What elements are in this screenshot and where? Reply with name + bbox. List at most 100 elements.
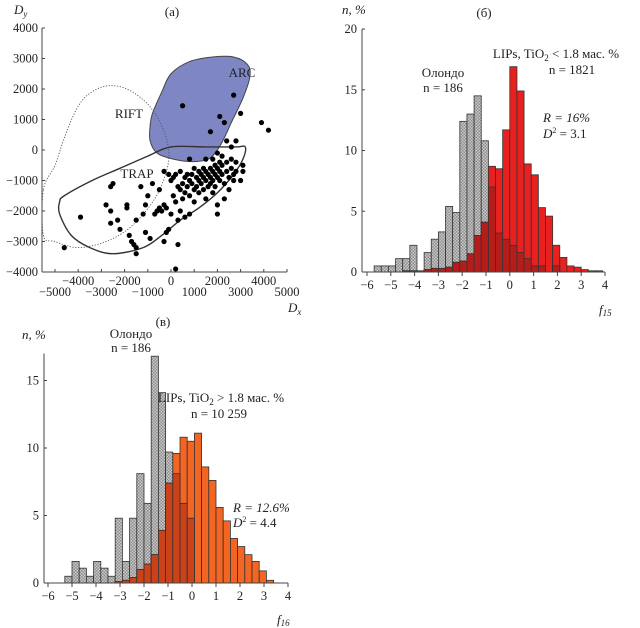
scatter-point	[221, 180, 227, 187]
scatter-point	[124, 205, 130, 211]
bar-overlap	[430, 267, 439, 273]
scatter-point	[258, 119, 265, 126]
series-label-lips-post: < 1.8 мас. %	[549, 46, 620, 61]
y-tick-label: 5	[351, 204, 357, 218]
bar-overlap	[473, 235, 482, 273]
scatter-point	[149, 180, 156, 187]
x-tick-label: −1000	[132, 285, 164, 299]
x-tick-label: 1	[213, 589, 219, 603]
scatter-point	[117, 226, 123, 232]
bar-lips	[509, 66, 518, 273]
scatter-point	[238, 177, 244, 184]
axes: 0 5 10 15 20 −6 −5 −4 −3 −2 −1 0 1 2 3 4	[345, 22, 609, 292]
scatter-point	[182, 214, 188, 220]
scatter-point	[173, 266, 179, 272]
annotation-d2-value: = 4.4	[246, 515, 277, 530]
x-tick-label: 3000	[228, 285, 253, 299]
scatter-point	[221, 119, 227, 126]
y-tick-label: −1000	[6, 174, 38, 188]
scatter-point	[214, 150, 220, 156]
annotation-d2-value: = 3.1	[556, 126, 586, 141]
scatter-point	[173, 199, 179, 205]
y-tick-label: −4000	[6, 265, 38, 279]
annotation-d2-main: D	[232, 515, 243, 530]
scatter-point	[108, 220, 114, 226]
series-label-lips: LIPs, TiO2 > 1.8 мас. %	[158, 390, 284, 407]
series-label-lips-pre: LIPs, TiO	[493, 46, 544, 61]
scatter-point	[233, 159, 239, 165]
region-label-trap: TRAP	[120, 166, 153, 181]
bar-olondo	[380, 265, 389, 273]
scatter-point	[228, 156, 234, 162]
x-tick-label: −3	[432, 278, 445, 292]
scatter-point	[233, 168, 239, 174]
x-tick-label: 3	[578, 278, 584, 292]
annotation-r: R = 16%	[542, 110, 590, 125]
scatter-point	[191, 165, 197, 171]
bar-lips	[545, 215, 554, 273]
scatter-point	[166, 226, 172, 232]
y-tick-label: 15	[345, 83, 358, 97]
annotation-d2-sup: 2	[242, 515, 246, 524]
bar-overlap	[495, 232, 504, 273]
bar-overlap	[129, 577, 138, 584]
scatter-point	[198, 180, 204, 187]
scatter-point	[180, 103, 186, 109]
scatter-point	[210, 177, 216, 184]
scatter-point	[224, 168, 230, 174]
bar-olondo	[388, 265, 396, 273]
x-tick-label: 0	[189, 589, 195, 603]
x-axis-label-main: f	[277, 612, 283, 627]
scatter-point	[189, 171, 195, 177]
bar-overlap	[179, 502, 188, 584]
scatter-point	[214, 211, 220, 217]
y-tick-label: 5	[33, 509, 39, 523]
bar-olondo	[93, 561, 102, 584]
y-tick-label: 10	[345, 144, 358, 158]
scatter-point	[233, 138, 239, 144]
bar-overlap	[537, 265, 546, 273]
series-count-olondo: n = 186	[423, 80, 463, 95]
scatter-point	[110, 180, 116, 187]
bar-olondo	[402, 258, 411, 273]
bar-overlap	[136, 569, 145, 584]
scatter-point	[168, 211, 174, 217]
y-axis-label: Dy	[13, 2, 27, 19]
scatter-point	[103, 202, 109, 208]
scatter-point	[173, 171, 179, 177]
scatter-point	[219, 162, 225, 168]
y-tick-label: 2000	[13, 82, 38, 96]
bars	[373, 66, 604, 273]
scatter-point	[207, 129, 214, 135]
x-tick-label: −6	[41, 589, 54, 603]
scatter-point	[224, 159, 230, 165]
x-tick-label: 0	[507, 278, 513, 292]
bar-olondo	[100, 567, 109, 584]
y-tick-label: 4000	[13, 21, 38, 35]
scatter-point	[221, 196, 227, 202]
panel-title: (в)	[156, 314, 171, 329]
scatter-points	[61, 92, 272, 272]
x-tick-label: 4	[285, 589, 292, 603]
bar-lips	[222, 520, 231, 584]
x-tick-label: −1	[479, 278, 492, 292]
scatter-point	[212, 184, 218, 190]
scatter-point	[226, 174, 232, 181]
bar-overlap	[516, 252, 525, 273]
y-tick-label: 0	[32, 143, 38, 157]
x-tick-label: −2000	[109, 274, 141, 288]
bar-overlap	[466, 253, 475, 273]
series-label-lips-sub: 2	[209, 397, 214, 407]
x-tick-label: −2	[137, 589, 150, 603]
y-axis-label: n, %	[342, 2, 366, 17]
y-tick-label: 0	[351, 265, 357, 279]
bar-olondo	[373, 265, 382, 273]
scatter-point	[147, 235, 153, 242]
y-tick-label: 20	[345, 22, 358, 36]
scatter-point	[142, 229, 149, 235]
bar-lips	[237, 546, 246, 584]
axes: 40003000200010000−1000−2000−3000−4000−40…	[6, 21, 300, 299]
x-axis-label-sub: x	[296, 307, 301, 317]
bar-olondo	[129, 517, 138, 584]
